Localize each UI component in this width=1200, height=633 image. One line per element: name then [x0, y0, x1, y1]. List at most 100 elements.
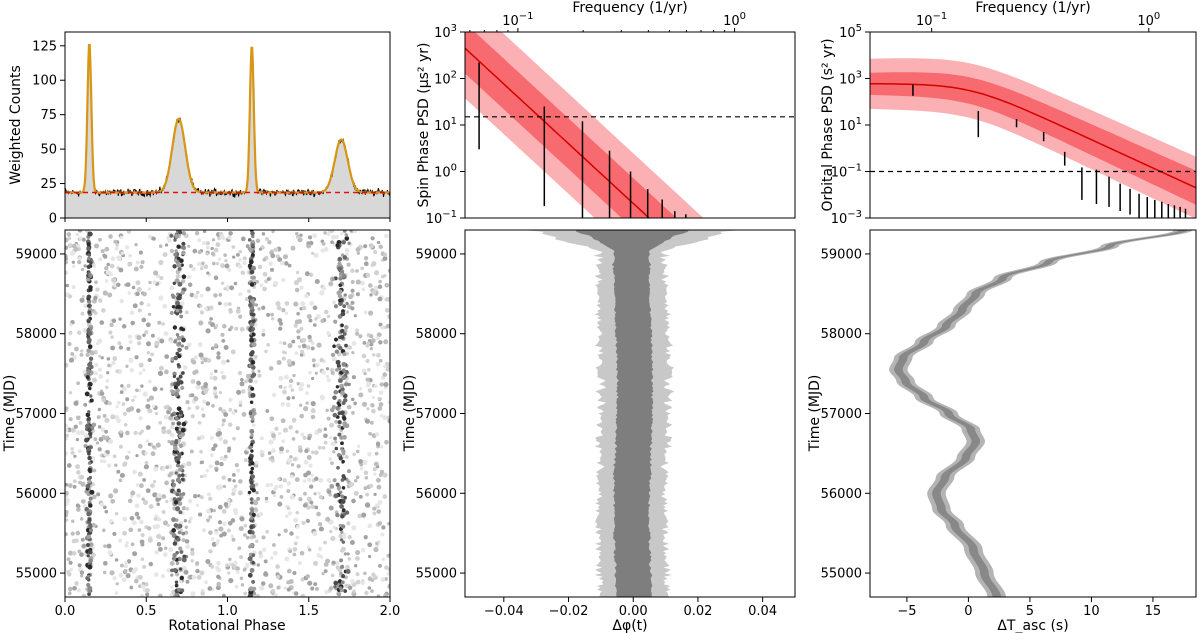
- phaseogram-point: [292, 373, 296, 378]
- phaseogram-point: [239, 516, 245, 522]
- phaseogram-peak-point: [175, 506, 181, 512]
- phaseogram-peak-point: [88, 345, 92, 349]
- phaseogram-point: [312, 233, 317, 239]
- phaseogram-point: [306, 384, 311, 388]
- phaseogram-peak-point: [172, 552, 177, 558]
- phaseogram-point: [225, 563, 229, 568]
- phaseogram-point: [132, 551, 138, 557]
- phaseogram-point: [306, 496, 312, 502]
- phaseogram-peak-point: [87, 461, 92, 465]
- phaseogram-point: [355, 475, 360, 480]
- ytick-label: 101: [839, 116, 862, 134]
- phaseogram-peak-point: [178, 434, 183, 439]
- phaseogram-peak-point: [181, 241, 186, 246]
- phaseogram-point: [260, 453, 265, 458]
- phaseogram-point: [302, 503, 308, 508]
- phaseogram-peak-point: [340, 323, 344, 328]
- phaseogram-point: [77, 259, 82, 265]
- phaseogram-peak-point: [181, 274, 187, 280]
- phaseogram-point: [300, 301, 306, 307]
- phaseogram-point: [109, 519, 113, 524]
- phaseogram-peak-point: [88, 469, 92, 474]
- phaseogram-point: [140, 384, 144, 388]
- phaseogram-point: [175, 273, 181, 279]
- phaseogram-point: [286, 480, 292, 486]
- phaseogram-point: [152, 479, 157, 484]
- phaseogram-point: [97, 425, 102, 429]
- phaseogram-peak-point: [177, 295, 182, 301]
- phaseogram-point: [387, 521, 390, 526]
- phaseogram-peak-point: [178, 374, 183, 379]
- phaseogram-point: [270, 317, 275, 321]
- phaseogram-point: [264, 499, 269, 504]
- phaseogram-point: [162, 303, 168, 309]
- phaseogram-point: [205, 252, 209, 256]
- phaseogram-point: [106, 371, 110, 375]
- phaseogram-point: [274, 484, 279, 490]
- phaseogram-point: [352, 230, 357, 234]
- phaseogram-point: [113, 488, 119, 494]
- phaseogram-point: [83, 264, 87, 268]
- phaseogram-point: [140, 557, 145, 562]
- phaseogram-point: [151, 404, 156, 408]
- phaseogram-point: [371, 395, 375, 400]
- phaseogram-point: [70, 531, 75, 536]
- phaseogram-point: [289, 474, 294, 479]
- phaseogram-point: [207, 586, 213, 591]
- phaseogram-point: [66, 570, 71, 575]
- phaseogram-point: [126, 346, 131, 351]
- phaseogram-peak-point: [174, 439, 179, 443]
- phaseogram-peak-point: [174, 249, 178, 253]
- phaseogram-point: [314, 371, 318, 375]
- phaseogram-point: [266, 312, 271, 317]
- phaseogram-point: [214, 565, 220, 571]
- phaseogram-point: [99, 502, 105, 507]
- phaseogram-point: [153, 572, 159, 577]
- phaseogram-point: [238, 554, 244, 560]
- xtick-label: −5: [897, 604, 916, 619]
- phaseogram-point: [350, 288, 355, 293]
- phaseogram-point: [299, 349, 305, 354]
- phaseogram-point: [170, 573, 174, 577]
- phaseogram-point: [156, 502, 160, 507]
- phaseogram-point: [146, 350, 151, 355]
- phaseogram-point: [316, 342, 322, 348]
- phaseogram-point: [75, 232, 79, 237]
- phaseogram-peak-point: [251, 312, 256, 317]
- phaseogram-point: [99, 391, 105, 396]
- phaseogram-point: [118, 538, 123, 543]
- phaseogram-point: [377, 521, 383, 526]
- phaseogram-point: [243, 533, 247, 537]
- phaseogram-point: [346, 552, 350, 556]
- phaseogram-point: [277, 533, 281, 537]
- phaseogram-point: [165, 465, 169, 470]
- phaseogram-point: [262, 257, 267, 262]
- phaseogram-point: [279, 446, 284, 452]
- phaseogram-point: [73, 424, 78, 429]
- phaseogram-point: [73, 246, 79, 252]
- phaseogram-peak-point: [182, 554, 187, 559]
- phaseogram-point: [200, 591, 205, 596]
- phaseogram-point: [355, 449, 360, 454]
- phaseogram-peak-point: [179, 258, 184, 264]
- phaseogram-point: [305, 518, 311, 524]
- phaseogram-point: [199, 449, 203, 454]
- phaseogram-point: [370, 338, 376, 344]
- phaseogram-point: [312, 531, 318, 537]
- phaseogram-point: [383, 252, 388, 257]
- phaseogram-peak-point: [340, 530, 344, 535]
- phaseogram-point: [286, 506, 291, 511]
- phaseogram-point: [134, 242, 138, 247]
- phaseogram-point: [338, 533, 343, 539]
- phaseogram-point: [85, 352, 90, 358]
- phaseogram-point: [129, 368, 135, 373]
- phaseogram-point: [367, 542, 373, 548]
- phaseogram-point: [80, 499, 86, 504]
- phaseogram-point: [344, 324, 349, 330]
- phaseogram-point: [315, 363, 320, 368]
- phaseogram-point: [290, 463, 295, 467]
- pulse-profile-frame: [64, 31, 391, 219]
- phaseogram-point: [105, 270, 111, 275]
- phaseogram-point: [373, 285, 379, 291]
